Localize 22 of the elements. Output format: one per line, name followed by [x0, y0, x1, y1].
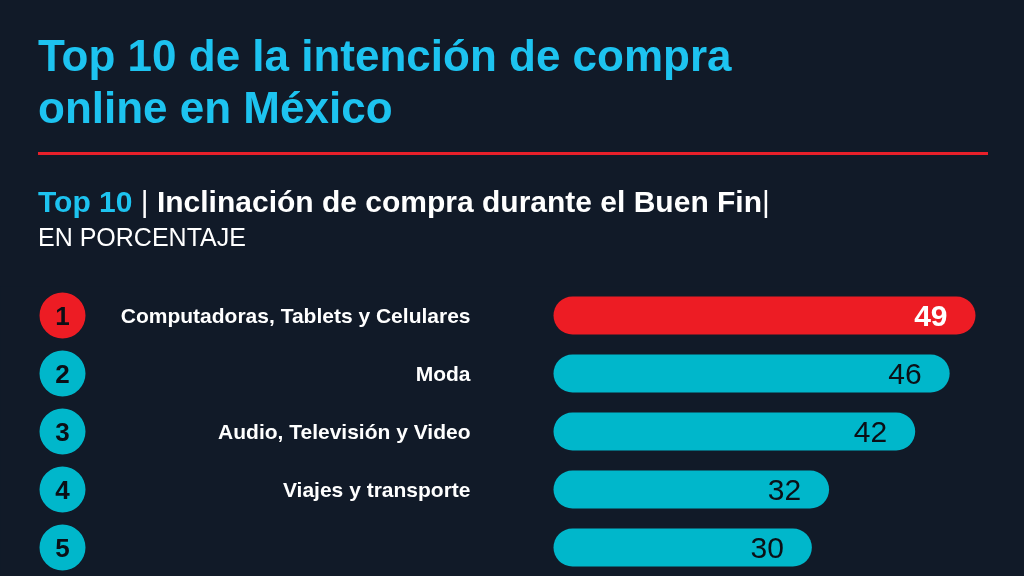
- chart-title: Top 10 de la intención de compra online en México: [38, 30, 733, 134]
- x-axis-title: EN PORCENTAJE: [38, 222, 247, 253]
- y-tick-label: Computadoras, Tablets y Celulares: [120, 304, 471, 327]
- data-label: 30: [750, 530, 784, 564]
- bar: [553, 354, 950, 393]
- y-tick-label: Audio, Televisión y Video: [218, 420, 471, 443]
- data-label: 42: [853, 414, 888, 448]
- data-label: 49: [914, 298, 948, 332]
- chart-subtitle: Top 10 | Inclinación de compra durante el Buen Fin|: [38, 184, 771, 220]
- text: 5: [55, 532, 70, 563]
- data-label: 46: [888, 356, 922, 390]
- bar: [553, 528, 812, 567]
- data-label: 32: [767, 472, 802, 506]
- text: 4: [55, 474, 71, 505]
- text: 2: [55, 358, 70, 389]
- y-tick-label: Moda: [415, 362, 471, 385]
- bar: [553, 296, 976, 335]
- bar: [553, 470, 830, 509]
- text: 1: [55, 300, 70, 331]
- y-tick-label: Viajes y transporte: [282, 478, 471, 501]
- text: 3: [55, 416, 70, 447]
- bar: [553, 412, 916, 451]
